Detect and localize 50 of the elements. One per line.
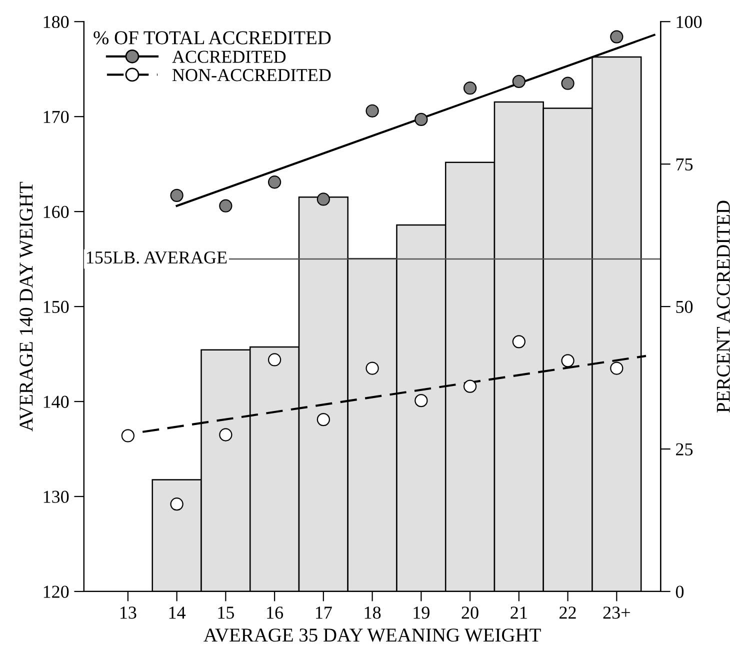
legend-label: NON-ACCREDITED <box>172 69 331 82</box>
point <box>610 30 624 44</box>
point <box>219 428 232 442</box>
point <box>561 76 574 90</box>
x-tick-label: 19 <box>414 606 430 619</box>
point <box>366 362 379 375</box>
x-tick-label: 23+ <box>603 606 630 619</box>
y-tick-label: 120 <box>44 586 69 598</box>
x-tick-label: 13 <box>120 606 136 619</box>
y2-tick-label: 25 <box>676 443 693 456</box>
point <box>610 362 624 375</box>
y2-tick-label: 100 <box>676 16 702 28</box>
y-tick-label: 150 <box>44 300 69 313</box>
ref-line-label: 155LB. AVERAGE <box>87 251 227 264</box>
y2-tick-label: 75 <box>676 158 693 171</box>
y-tick-label: 130 <box>44 490 69 503</box>
y-tick-label: 140 <box>44 396 69 408</box>
point <box>463 82 477 95</box>
point <box>414 394 428 408</box>
point <box>268 176 282 189</box>
point <box>316 412 330 426</box>
x-tick-label: 21 <box>510 606 527 619</box>
y2-tick-label: 0 <box>676 586 684 598</box>
x-tick-label: 15 <box>218 606 234 619</box>
point <box>512 335 526 348</box>
y-tick-label: 160 <box>44 206 69 218</box>
point <box>414 112 428 126</box>
x-tick-label: 20 <box>462 606 478 619</box>
x-tick-label: 16 <box>267 606 284 619</box>
point <box>463 380 477 393</box>
point <box>268 353 282 366</box>
point <box>561 354 574 368</box>
x-tick-label: 22 <box>560 606 576 619</box>
legend-title: % OF TOTAL ACCREDITED <box>94 31 331 44</box>
y-tick-label: 170 <box>44 110 69 124</box>
y2-axis-title: PERCENT ACCREDITED <box>716 200 730 412</box>
point <box>316 192 330 206</box>
legend-label: ACCREDITED <box>172 50 286 63</box>
y2-tick-label: 50 <box>676 300 693 313</box>
point <box>366 104 379 118</box>
point <box>170 498 184 511</box>
x-tick-label: 17 <box>316 606 332 619</box>
point <box>219 199 232 212</box>
y-tick-label: 180 <box>44 16 69 28</box>
point <box>512 74 526 88</box>
y-axis-title: AVERAGE 140 DAY WEIGHT <box>20 182 33 432</box>
point <box>170 188 184 202</box>
x-tick-label: 18 <box>364 606 381 619</box>
x-axis-title: AVERAGE 35 DAY WEANING WEIGHT <box>204 628 541 642</box>
x-tick-label: 14 <box>169 606 186 619</box>
